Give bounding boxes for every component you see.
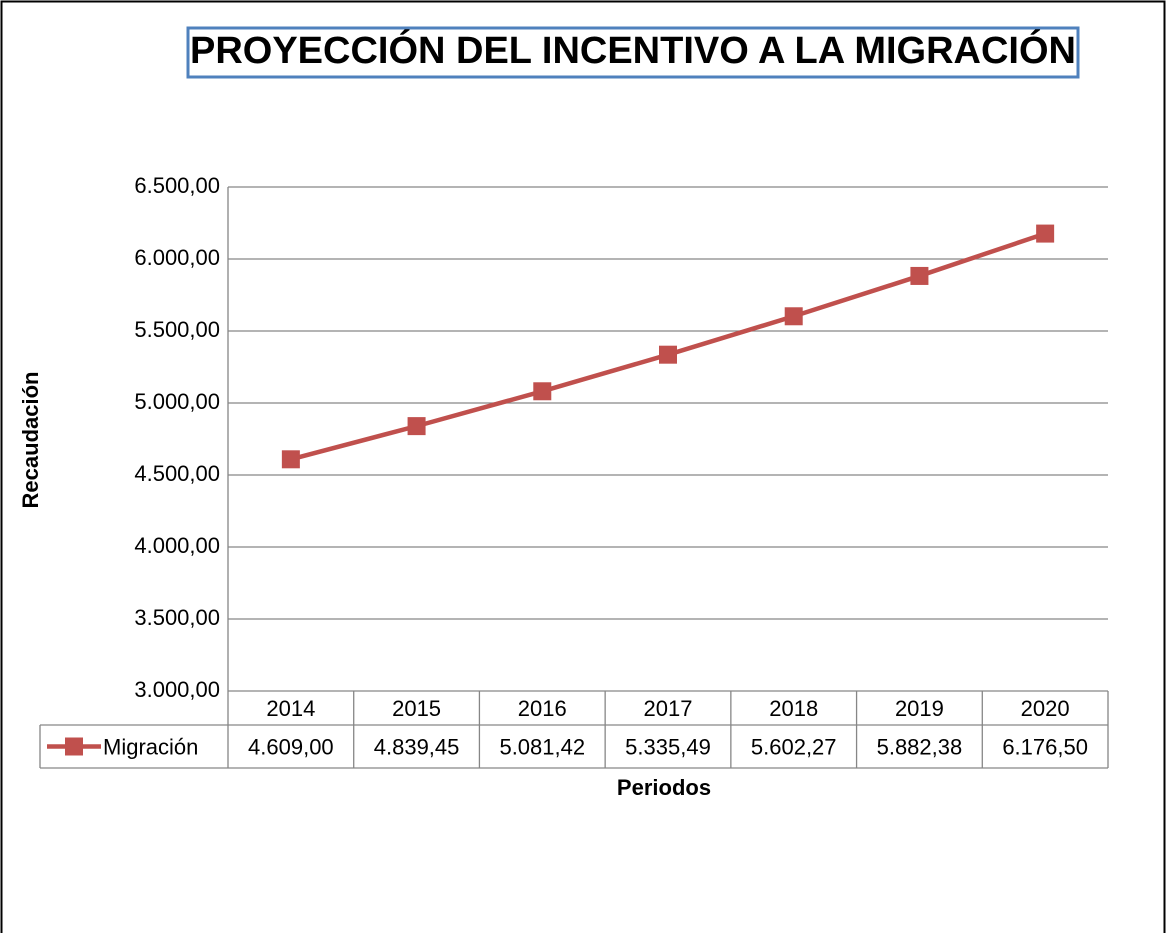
y-tick-label: 4.000,00 <box>134 533 220 558</box>
y-tick-label: 3.500,00 <box>134 605 220 630</box>
x-tick-label: 2019 <box>895 696 944 721</box>
marker <box>1036 224 1055 243</box>
data-label: 5.335,49 <box>625 734 711 759</box>
x-tick-label: 2016 <box>518 696 567 721</box>
x-tick-label: 2017 <box>644 696 693 721</box>
y-tick-label: 4.500,00 <box>134 461 220 486</box>
marker <box>533 382 552 401</box>
y-tick-label: 5.500,00 <box>134 317 220 342</box>
x-tick-label: 2014 <box>266 696 315 721</box>
marker <box>784 307 803 326</box>
data-label: 5.882,38 <box>877 734 963 759</box>
data-label: 4.609,00 <box>248 734 334 759</box>
data-label: 5.081,42 <box>499 734 585 759</box>
x-axis-label: Periodos <box>617 775 711 800</box>
marker <box>910 266 929 285</box>
title-box <box>186 26 1080 79</box>
legend-key-marker <box>65 737 83 756</box>
y-tick-label: 3.000,00 <box>134 677 220 702</box>
y-tick-label: 6.500,00 <box>134 173 220 198</box>
x-tick-label: 2018 <box>769 696 818 721</box>
chart-title: PROYECCIÓN DEL INCENTIVO A LA MIGRACIÓN <box>190 28 1076 72</box>
data-label: 5.602,27 <box>751 734 837 759</box>
data-label: 6.176,50 <box>1002 734 1088 759</box>
data-label: 4.839,45 <box>374 734 460 759</box>
marker <box>281 450 300 469</box>
legend-label: Migración <box>103 734 198 759</box>
y-tick-label: 5.000,00 <box>134 389 220 414</box>
marker <box>659 345 677 364</box>
y-tick-label: 6.000,00 <box>134 245 220 270</box>
y-axis-label: Recaudación <box>18 372 43 509</box>
marker <box>407 417 426 436</box>
x-tick-label: 2020 <box>1021 696 1070 721</box>
x-tick-label: 2015 <box>392 696 441 721</box>
